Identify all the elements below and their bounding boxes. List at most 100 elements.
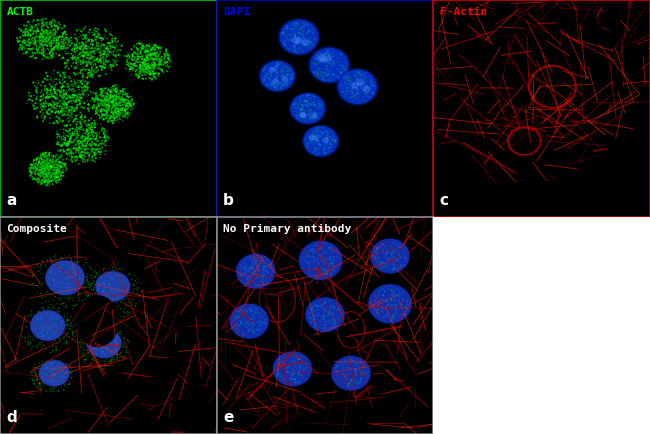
Point bbox=[77, 39, 87, 46]
Point bbox=[48, 99, 58, 105]
Point bbox=[50, 175, 60, 182]
Point bbox=[50, 89, 60, 96]
Point bbox=[98, 282, 108, 289]
Point bbox=[339, 76, 349, 82]
Point bbox=[387, 256, 398, 263]
Point bbox=[75, 276, 86, 283]
Point bbox=[27, 24, 38, 31]
Point bbox=[107, 341, 118, 348]
Point bbox=[127, 106, 138, 113]
Point bbox=[86, 128, 97, 135]
Point bbox=[30, 23, 40, 30]
Point bbox=[25, 371, 36, 378]
Point bbox=[49, 40, 59, 47]
Point bbox=[48, 26, 58, 33]
Point bbox=[150, 49, 161, 56]
Point bbox=[291, 363, 302, 370]
Point bbox=[320, 320, 331, 327]
Point bbox=[94, 96, 105, 103]
Point bbox=[75, 152, 85, 159]
Point bbox=[48, 347, 58, 354]
Point bbox=[280, 68, 291, 75]
Point bbox=[242, 275, 252, 282]
Point bbox=[78, 118, 88, 125]
Point bbox=[44, 324, 55, 331]
Point bbox=[45, 177, 55, 184]
Point bbox=[111, 89, 122, 95]
Point bbox=[105, 102, 115, 109]
Point bbox=[303, 103, 313, 110]
Point bbox=[79, 49, 90, 56]
Point bbox=[107, 108, 117, 115]
Point bbox=[150, 59, 160, 66]
Point bbox=[51, 169, 61, 176]
Point bbox=[36, 89, 46, 96]
Point bbox=[307, 148, 318, 155]
Point bbox=[63, 156, 73, 163]
Point bbox=[90, 119, 101, 126]
Point bbox=[84, 49, 95, 56]
Point bbox=[88, 56, 99, 63]
Point bbox=[145, 69, 155, 76]
Point bbox=[92, 47, 103, 54]
Point bbox=[85, 274, 96, 281]
Point bbox=[54, 287, 64, 294]
Point bbox=[116, 278, 127, 285]
Point bbox=[270, 64, 280, 71]
Point bbox=[88, 284, 99, 291]
Point bbox=[57, 372, 68, 379]
Point bbox=[356, 375, 367, 381]
Point bbox=[41, 368, 51, 375]
Point bbox=[53, 34, 63, 41]
Point bbox=[109, 112, 119, 119]
Point bbox=[131, 286, 142, 293]
Point bbox=[64, 86, 75, 93]
Point bbox=[266, 80, 277, 87]
Point bbox=[151, 52, 161, 59]
Point bbox=[340, 66, 350, 73]
Point bbox=[57, 286, 67, 293]
Point bbox=[135, 65, 146, 72]
Point bbox=[55, 290, 65, 297]
Point bbox=[85, 293, 96, 300]
Point bbox=[42, 155, 53, 162]
Point bbox=[136, 63, 146, 70]
Point bbox=[271, 59, 281, 66]
Point bbox=[100, 285, 110, 292]
Point bbox=[155, 58, 166, 65]
Point bbox=[114, 279, 125, 286]
Point bbox=[99, 345, 110, 352]
Point bbox=[30, 50, 40, 57]
Point bbox=[332, 58, 342, 65]
Point bbox=[84, 56, 94, 63]
Point bbox=[96, 43, 107, 49]
Point bbox=[123, 49, 133, 56]
Point bbox=[77, 274, 88, 281]
Point bbox=[108, 272, 118, 279]
Point bbox=[51, 380, 62, 387]
Point bbox=[79, 352, 89, 359]
Point bbox=[43, 376, 53, 383]
Point bbox=[71, 44, 81, 51]
Point bbox=[124, 100, 134, 107]
Point bbox=[46, 172, 57, 179]
Point bbox=[88, 89, 99, 96]
Point bbox=[75, 82, 86, 89]
Point bbox=[239, 312, 250, 319]
Point bbox=[46, 158, 57, 164]
Point bbox=[27, 326, 38, 333]
Point bbox=[107, 105, 117, 112]
Point bbox=[56, 168, 66, 175]
Point bbox=[51, 275, 62, 282]
Point bbox=[49, 372, 59, 379]
Point bbox=[117, 348, 127, 355]
Point bbox=[128, 61, 138, 68]
Point bbox=[140, 55, 150, 62]
Point bbox=[346, 76, 356, 83]
Point bbox=[53, 315, 64, 322]
Point bbox=[138, 42, 148, 49]
Point bbox=[89, 329, 99, 336]
Point bbox=[284, 46, 294, 53]
Point bbox=[55, 99, 65, 106]
Point bbox=[81, 41, 91, 48]
